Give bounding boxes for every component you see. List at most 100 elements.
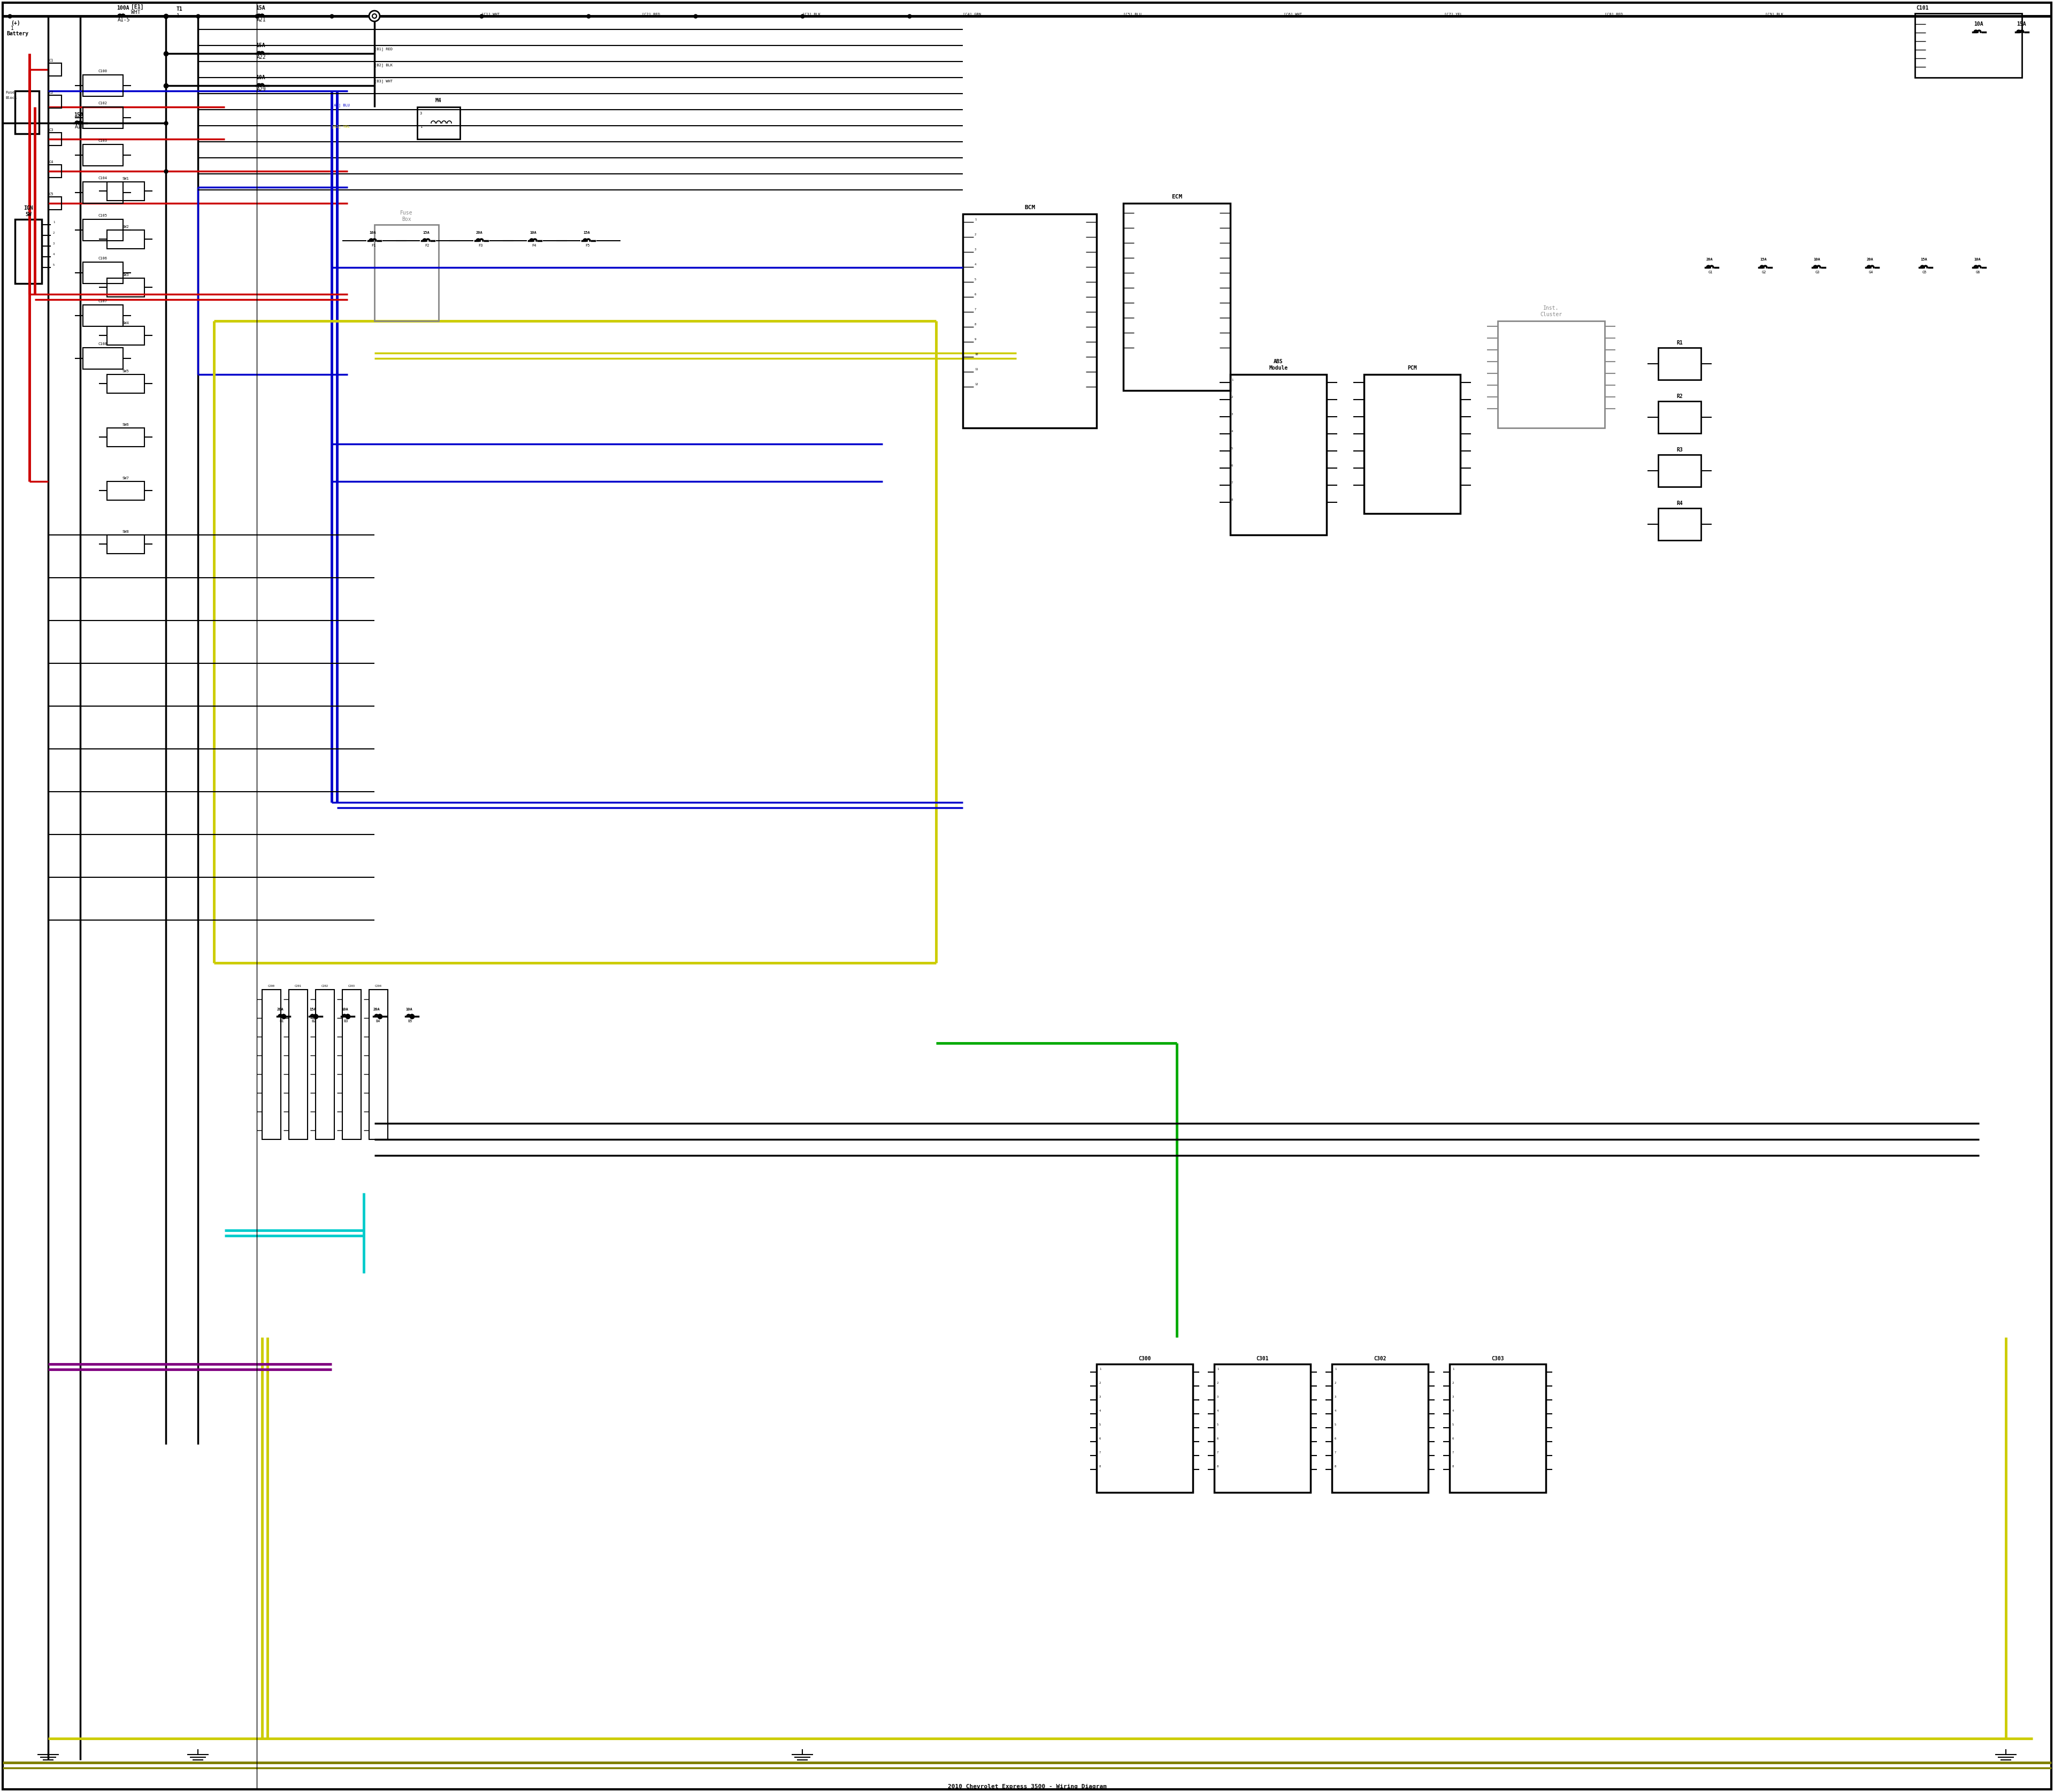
Text: G3: G3 (1816, 271, 1820, 274)
Text: R2: R2 (1676, 394, 1682, 400)
Text: B4: B4 (376, 1020, 380, 1023)
Text: C203: C203 (349, 986, 355, 987)
Text: A29: A29 (257, 86, 267, 91)
Text: Fuse
Box: Fuse Box (401, 210, 413, 222)
Bar (47, 165, 62, 177)
Text: C201: C201 (294, 986, 302, 987)
Bar (1497, 321, 1604, 428)
Text: [C2] RED: [C2] RED (641, 13, 659, 16)
Text: C102: C102 (99, 102, 107, 106)
Text: SW2: SW2 (123, 226, 129, 228)
Bar (1450, 1364, 1547, 1493)
Text: 20A: 20A (1867, 258, 1873, 262)
Text: 10A: 10A (341, 1007, 347, 1011)
Text: [B1] RED: [B1] RED (374, 47, 392, 50)
Text: SW8: SW8 (123, 530, 129, 534)
Text: 15A: 15A (583, 231, 589, 235)
Text: A16: A16 (74, 124, 84, 129)
Text: SW5: SW5 (123, 369, 129, 373)
Bar (1097, 1364, 1193, 1493)
Text: 11: 11 (974, 367, 978, 371)
Text: C303: C303 (1491, 1357, 1504, 1362)
Text: B3: B3 (343, 1020, 347, 1023)
Text: C4: C4 (49, 161, 53, 163)
Text: Block: Block (6, 97, 16, 100)
Text: SW1: SW1 (123, 177, 129, 181)
Text: [C3] BLK: [C3] BLK (803, 13, 820, 16)
Text: 15A: 15A (255, 43, 265, 48)
Text: [B3] WHT: [B3] WHT (374, 79, 392, 82)
Text: C3: C3 (49, 129, 53, 131)
Bar (963, 213, 1097, 428)
Bar (1914, 13, 2021, 77)
Text: 20A: 20A (477, 231, 483, 235)
Bar (82, 181, 123, 202)
Text: 15A: 15A (1920, 258, 1927, 262)
Text: [C6] WHT: [C6] WHT (1284, 13, 1302, 16)
Bar (82, 75, 123, 97)
Text: Fuse: Fuse (6, 91, 14, 95)
Bar (82, 262, 123, 283)
Bar (47, 95, 62, 108)
Bar (107, 278, 144, 297)
Bar (14, 91, 39, 134)
Text: C101: C101 (1916, 5, 1929, 11)
Bar (1230, 375, 1327, 536)
Text: 10A: 10A (405, 1007, 413, 1011)
Text: 10A: 10A (1974, 22, 1984, 27)
Text: R1: R1 (1676, 340, 1682, 346)
Bar (47, 133, 62, 145)
Bar (1658, 348, 1701, 380)
Text: [A2] YEL: [A2] YEL (331, 125, 349, 129)
Text: 15A: 15A (255, 5, 265, 11)
Text: C5: C5 (49, 192, 53, 195)
Bar (107, 375, 144, 392)
Text: C104: C104 (99, 177, 107, 179)
Text: C1: C1 (49, 59, 53, 63)
Text: 10A: 10A (530, 231, 536, 235)
Text: C103: C103 (99, 140, 107, 142)
Text: C105: C105 (99, 213, 107, 217)
Bar (107, 326, 144, 346)
Text: 15A: 15A (1760, 258, 1766, 262)
Text: A22: A22 (257, 54, 267, 59)
Text: [C7] YEL: [C7] YEL (1444, 13, 1462, 16)
Text: A21: A21 (257, 18, 267, 23)
Text: F4: F4 (532, 244, 536, 247)
Text: C2: C2 (49, 91, 53, 95)
Bar (1658, 401, 1701, 434)
Text: C107: C107 (99, 299, 107, 303)
Text: B2: B2 (312, 1020, 316, 1023)
Bar (47, 197, 62, 210)
Bar (374, 224, 440, 321)
Text: C100: C100 (99, 70, 107, 73)
Text: 1: 1 (177, 13, 179, 18)
Text: F2: F2 (425, 244, 429, 247)
Text: 15A: 15A (310, 1007, 316, 1011)
Text: ECM: ECM (1171, 194, 1183, 199)
Text: [A1] BLU: [A1] BLU (331, 104, 349, 108)
Bar (82, 145, 123, 167)
Text: 12: 12 (974, 383, 978, 385)
Text: SW7: SW7 (123, 477, 129, 480)
Bar (1658, 455, 1701, 487)
Text: SW4: SW4 (123, 321, 129, 324)
Bar (107, 536, 144, 554)
Bar (107, 181, 144, 201)
Text: C204: C204 (376, 986, 382, 987)
Text: IGN
SW: IGN SW (25, 206, 33, 217)
Text: G1: G1 (1709, 271, 1713, 274)
Text: G6: G6 (1976, 271, 1980, 274)
Text: [C4] GRN: [C4] GRN (963, 13, 982, 16)
Text: SW6: SW6 (123, 423, 129, 426)
Circle shape (372, 14, 376, 18)
Bar (14, 219, 41, 283)
Bar (263, 989, 281, 1140)
Bar (1124, 202, 1230, 391)
Text: PCM: PCM (1407, 366, 1417, 371)
Bar (107, 428, 144, 446)
Text: 1: 1 (419, 125, 423, 129)
Text: 15A: 15A (74, 113, 84, 118)
Text: 15A: 15A (2017, 22, 2025, 27)
Text: R3: R3 (1676, 448, 1682, 453)
